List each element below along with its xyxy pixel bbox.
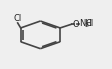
Text: Cl: Cl [85, 19, 93, 28]
Text: 2: 2 [83, 23, 87, 28]
Text: O: O [72, 20, 78, 29]
Text: Cl: Cl [13, 14, 22, 23]
Text: NH: NH [79, 19, 91, 28]
